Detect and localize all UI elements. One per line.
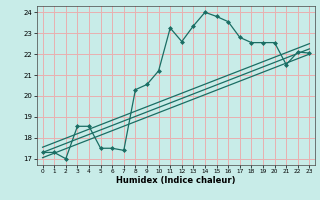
X-axis label: Humidex (Indice chaleur): Humidex (Indice chaleur) xyxy=(116,176,236,185)
